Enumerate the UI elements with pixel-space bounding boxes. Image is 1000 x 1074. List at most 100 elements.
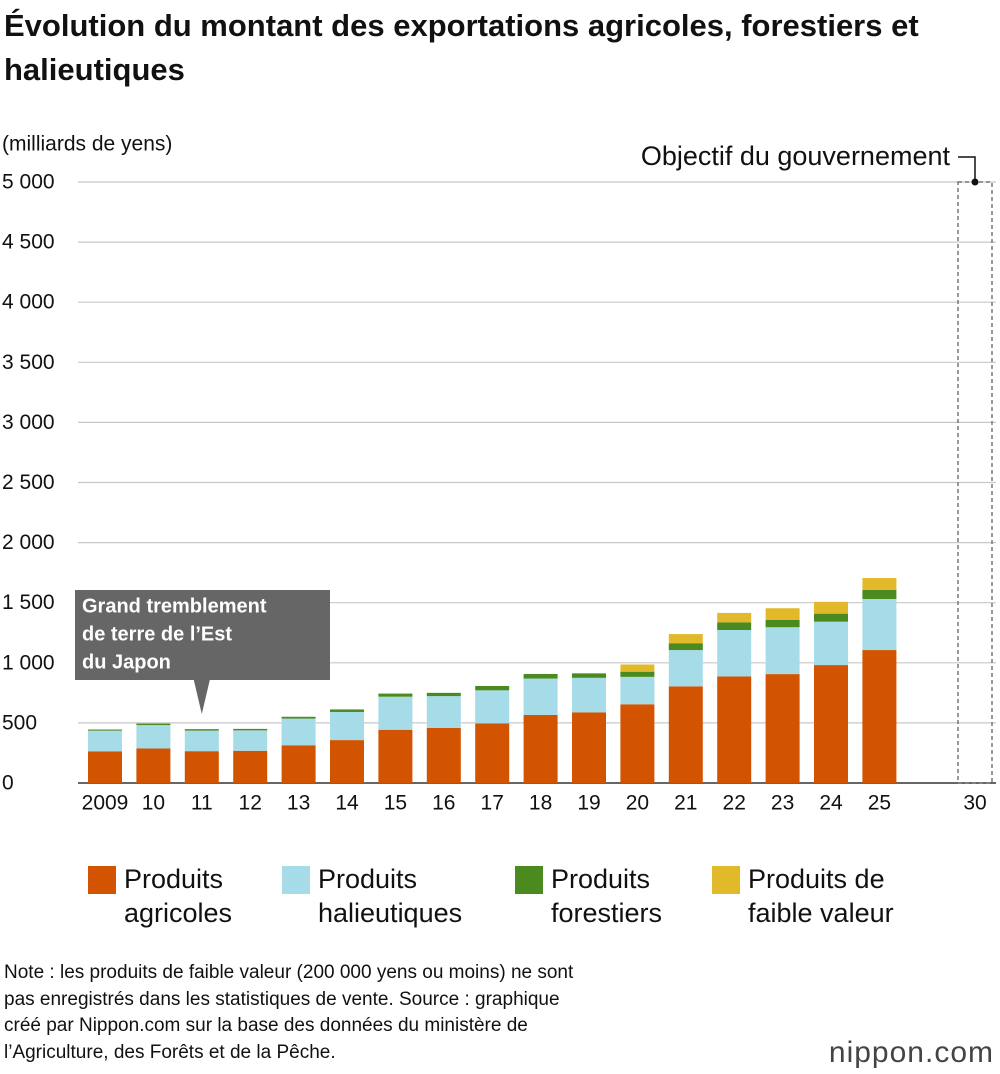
- bar-segment: [281, 718, 316, 746]
- bar-segment: [184, 729, 219, 731]
- bar-segment: [184, 730, 219, 752]
- x-tick-label: 10: [142, 792, 165, 815]
- bar-segment: [620, 664, 655, 672]
- bar-segment: [620, 671, 655, 677]
- legend-item: Produits de faible valeur: [712, 862, 938, 930]
- annotation-text: du Japon: [82, 651, 171, 673]
- annotation-pointer: [193, 680, 210, 714]
- bar-segment: [523, 678, 558, 715]
- bar-segment: [281, 716, 316, 719]
- bar-segment: [668, 634, 703, 644]
- chart-title: Évolution du montant des exportations ag…: [4, 8, 919, 87]
- bar-segment: [378, 693, 413, 697]
- y-tick-label: 4 000: [2, 291, 55, 314]
- y-tick-label: 4 500: [2, 231, 55, 254]
- bar-segment: [426, 696, 461, 728]
- x-tick-label: 15: [384, 792, 407, 815]
- x-tick-label: 13: [287, 792, 310, 815]
- bar-segment: [668, 643, 703, 651]
- annotation-text: Grand tremblement: [82, 595, 267, 617]
- bar-segment: [814, 613, 848, 622]
- bar-segment: [136, 723, 171, 726]
- x-tick-label: 12: [239, 792, 262, 815]
- bar-segment: [233, 730, 268, 751]
- legend-label: Produits halieutiques: [318, 864, 463, 928]
- bar-segment: [862, 578, 897, 590]
- bar-segment: [330, 711, 364, 741]
- x-tick-label: 19: [577, 792, 600, 815]
- bar-segment: [88, 729, 122, 731]
- bar-segment: [765, 674, 800, 783]
- annotation-text: de terre de l’Est: [82, 623, 232, 645]
- x-tick-label: 16: [432, 792, 455, 815]
- x-tick-label: 17: [481, 792, 504, 815]
- y-tick-label: 2 000: [2, 531, 55, 554]
- y-tick-label: 3 000: [2, 411, 55, 434]
- legend-label: Produits de faible valeur: [748, 864, 894, 928]
- x-tick-label: 2009: [82, 792, 129, 815]
- bar-segment: [814, 665, 848, 783]
- y-tick-label: 500: [2, 711, 37, 734]
- bar-segment: [717, 622, 752, 630]
- bar-segment: [281, 745, 316, 783]
- bar-segment: [523, 673, 558, 679]
- x-tick-label: 22: [723, 792, 746, 815]
- bar-segment: [620, 676, 655, 705]
- bar-segment: [475, 723, 510, 783]
- legend-swatch: [515, 866, 543, 894]
- x-tick-label: 11: [191, 792, 213, 815]
- bar-segment: [330, 709, 364, 712]
- legend-item: Produits halieutiques: [282, 862, 498, 930]
- note-line: pas enregistrés dans les statistiques de…: [4, 988, 560, 1010]
- target-label: Objectif du gouvernement: [641, 141, 951, 171]
- legend-label: Produits forestiers: [551, 864, 663, 928]
- legend-label: Produits agricoles: [124, 864, 233, 928]
- bar-segment: [426, 727, 461, 783]
- bar-segment: [136, 748, 171, 783]
- bar-segment: [862, 650, 897, 783]
- bar-segment: [233, 728, 268, 731]
- note-line: créé par Nippon.com sur la base des donn…: [4, 1015, 528, 1036]
- bar-segment: [717, 676, 752, 783]
- bar-segment: [88, 730, 122, 752]
- x-tick-label: 20: [626, 792, 649, 815]
- legend-swatch: [88, 866, 116, 894]
- bar-segment: [330, 740, 364, 783]
- bar-segment: [668, 686, 703, 783]
- target-leader: [958, 156, 976, 182]
- bar-segment: [378, 729, 413, 783]
- bar-segment: [765, 608, 800, 620]
- x-tick-label: 25: [868, 792, 891, 815]
- bar-segment: [620, 704, 655, 783]
- bar-segment: [765, 619, 800, 628]
- bar-segment: [862, 589, 897, 599]
- bar-segment: [572, 673, 606, 678]
- bar-segment: [862, 598, 897, 651]
- bar-segment: [475, 690, 510, 724]
- note-line: l’Agriculture, des Forêts et de la Pêche…: [4, 1041, 336, 1063]
- annotation-box: [75, 590, 330, 680]
- legend-swatch: [282, 866, 310, 894]
- bar-segment: [717, 612, 752, 623]
- bar-segment: [765, 627, 800, 675]
- bar-segment: [523, 714, 558, 783]
- legend-swatch: [712, 866, 740, 894]
- x-tick-label: 23: [771, 792, 794, 815]
- logo: nippon.com: [828, 1036, 994, 1069]
- bar-segment: [184, 751, 219, 783]
- y-axis-label: (milliards de yens): [2, 133, 172, 156]
- bar-segment: [426, 692, 461, 697]
- legend-item: Produits forestiers: [515, 862, 701, 930]
- bar-segment: [814, 621, 848, 666]
- note: Note : les produits de faible valeur (20…: [4, 960, 573, 1066]
- bar-segment: [88, 751, 122, 783]
- y-tick-label: 3 500: [2, 351, 55, 374]
- bar-segment: [572, 712, 606, 783]
- bar-segment: [668, 650, 703, 687]
- x-tick-label: 21: [674, 792, 697, 815]
- x-tick-label: 30: [963, 792, 986, 815]
- y-tick-label: 2 500: [2, 471, 55, 494]
- bar-segment: [475, 685, 510, 691]
